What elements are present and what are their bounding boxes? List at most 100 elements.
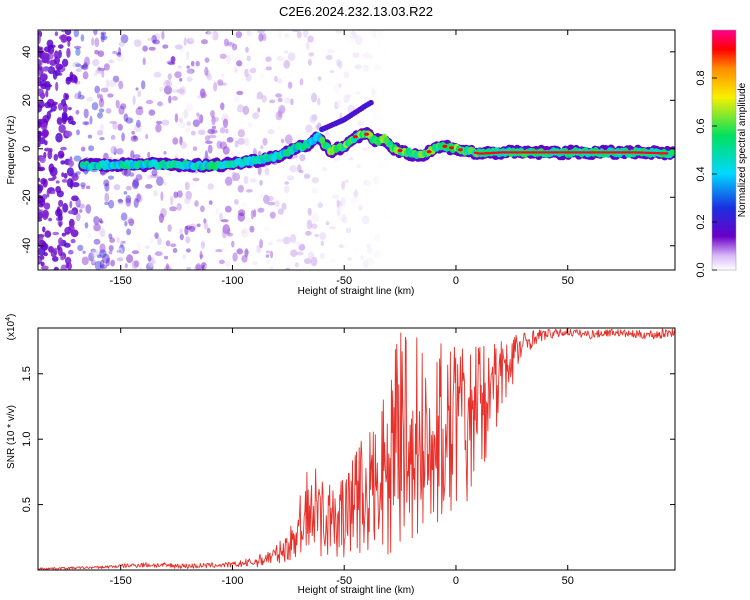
- spectrogram-speckle: [179, 136, 183, 146]
- spectrogram-speckle: [171, 96, 178, 101]
- spectrogram-speckle: [127, 216, 134, 223]
- ridge-core: [641, 151, 644, 154]
- spectrogram-speckle: [52, 70, 58, 80]
- spectrogram-speckle: [172, 137, 179, 145]
- spectrogram-speckle: [52, 256, 59, 262]
- spectrogram-speckle: [142, 57, 146, 66]
- spectrogram-speckle: [355, 91, 361, 95]
- spectrogram-speckle: [258, 33, 264, 42]
- spectrogram-speckle: [40, 255, 45, 260]
- spectrogram-speckle: [53, 153, 59, 161]
- spectrogram-speckle: [182, 253, 186, 260]
- x-tick-label: 50: [562, 275, 574, 287]
- spectrogram-speckle: [147, 151, 151, 159]
- spectrogram-speckle: [93, 216, 100, 225]
- spectrogram-speckle: [133, 198, 139, 208]
- spectrogram-speckle: [217, 79, 224, 86]
- spectrogram-speckle: [203, 218, 207, 224]
- spectrogram-speckle: [207, 43, 211, 51]
- spectrogram-speckle: [135, 174, 143, 181]
- ridge-core: [550, 151, 553, 154]
- spectrogram-speckle: [335, 205, 344, 213]
- spectrogram-speckle: [99, 228, 106, 238]
- spectrogram-speckle: [55, 180, 60, 184]
- spectrogram-speckle: [284, 181, 290, 185]
- spectrogram-speckle: [261, 95, 267, 103]
- spectrogram-speckle: [283, 236, 291, 245]
- spectrogram-speckle: [121, 191, 125, 198]
- ridge-core: [518, 151, 521, 154]
- spectrogram-speckle: [264, 167, 270, 176]
- y-tick-label: 1.0: [21, 432, 33, 447]
- spectrogram-speckle: [257, 207, 265, 213]
- ridge-core: [559, 151, 563, 154]
- spectrogram-speckle: [44, 230, 52, 238]
- spectrogram-speckle: [40, 265, 49, 270]
- spectrogram-speckle: [222, 146, 230, 155]
- spectrogram-speckle: [185, 236, 191, 244]
- spectrogram-speckle: [225, 176, 233, 186]
- spectrogram-speckle: [163, 181, 168, 186]
- spectrogram-speckle: [87, 134, 92, 139]
- spectrogram-speckle: [42, 178, 48, 188]
- spectrogram-speckle: [151, 168, 158, 177]
- spectrogram-speckle: [155, 123, 162, 133]
- spectrogram-speckle: [311, 177, 319, 184]
- x-tick-label: -150: [110, 575, 132, 587]
- spectrogram-speckle: [173, 191, 179, 199]
- spectrogram-speckle: [245, 216, 251, 223]
- spectrogram-speckle: [82, 121, 90, 125]
- spectrogram-speckle: [125, 197, 132, 207]
- spectrogram-speckle: [281, 202, 287, 211]
- spectrogram-speckle: [108, 199, 115, 209]
- spectrogram-speckle: [131, 250, 140, 255]
- spectrogram-speckle: [296, 251, 304, 256]
- spectrogram-speckle: [215, 249, 223, 253]
- spectrogram-speckle: [80, 218, 86, 226]
- spectrogram-speckle: [178, 122, 186, 128]
- spectrogram-speckle: [362, 64, 369, 72]
- spectrogram-speckle: [58, 221, 62, 228]
- spectrogram-speckle: [314, 233, 319, 238]
- spectrogram-speckle: [344, 179, 349, 184]
- spectrogram-speckle: [144, 245, 150, 249]
- ridge-core: [500, 151, 504, 154]
- spectrogram-speckle: [207, 144, 213, 154]
- ridge-core: [498, 151, 501, 154]
- spectrogram-speckle: [137, 101, 143, 105]
- spectrogram-speckle: [151, 34, 157, 44]
- spectrogram-speckle: [259, 194, 264, 198]
- spectrogram-speckle: [290, 98, 294, 106]
- spectrogram-speckle: [358, 204, 363, 211]
- spectrogram-speckle: [336, 199, 340, 208]
- spectrogram-speckle: [73, 76, 78, 84]
- spectrogram-speckle: [149, 238, 154, 244]
- spectrogram-speckle: [94, 260, 102, 270]
- spectrogram-speckle: [251, 261, 258, 266]
- spectrogram-speckle: [374, 119, 381, 128]
- spectrogram-speckle: [257, 30, 265, 34]
- spectrogram-speckle: [132, 95, 136, 106]
- ridge-core: [616, 151, 619, 154]
- spectrogram-speckle: [325, 112, 329, 117]
- spectrogram-speckle: [167, 73, 172, 80]
- spectrogram-speckle: [47, 66, 56, 75]
- spectrogram-speckle: [320, 240, 324, 247]
- spectrogram-speckle: [338, 83, 342, 88]
- spectrogram-speckle: [338, 244, 345, 249]
- spectrogram-speckle: [108, 245, 114, 252]
- spectrogram-speckle: [73, 30, 79, 38]
- ridge-core: [552, 151, 556, 154]
- spectrogram-speckle: [110, 134, 116, 140]
- spectrogram-speckle: [277, 126, 281, 130]
- spectrogram-speckle: [124, 263, 128, 269]
- y-tick-label: 40: [21, 46, 33, 58]
- spectrogram-speckle: [81, 64, 89, 71]
- spectrogram-speckle: [163, 79, 171, 88]
- spectrogram-speckle: [94, 37, 100, 48]
- spectrogram-speckle: [98, 97, 105, 108]
- spectrogram-speckle: [61, 58, 69, 67]
- spectrogram-ridge: [78, 99, 675, 173]
- ridge-core: [564, 151, 568, 154]
- spectrogram-speckle: [287, 52, 296, 62]
